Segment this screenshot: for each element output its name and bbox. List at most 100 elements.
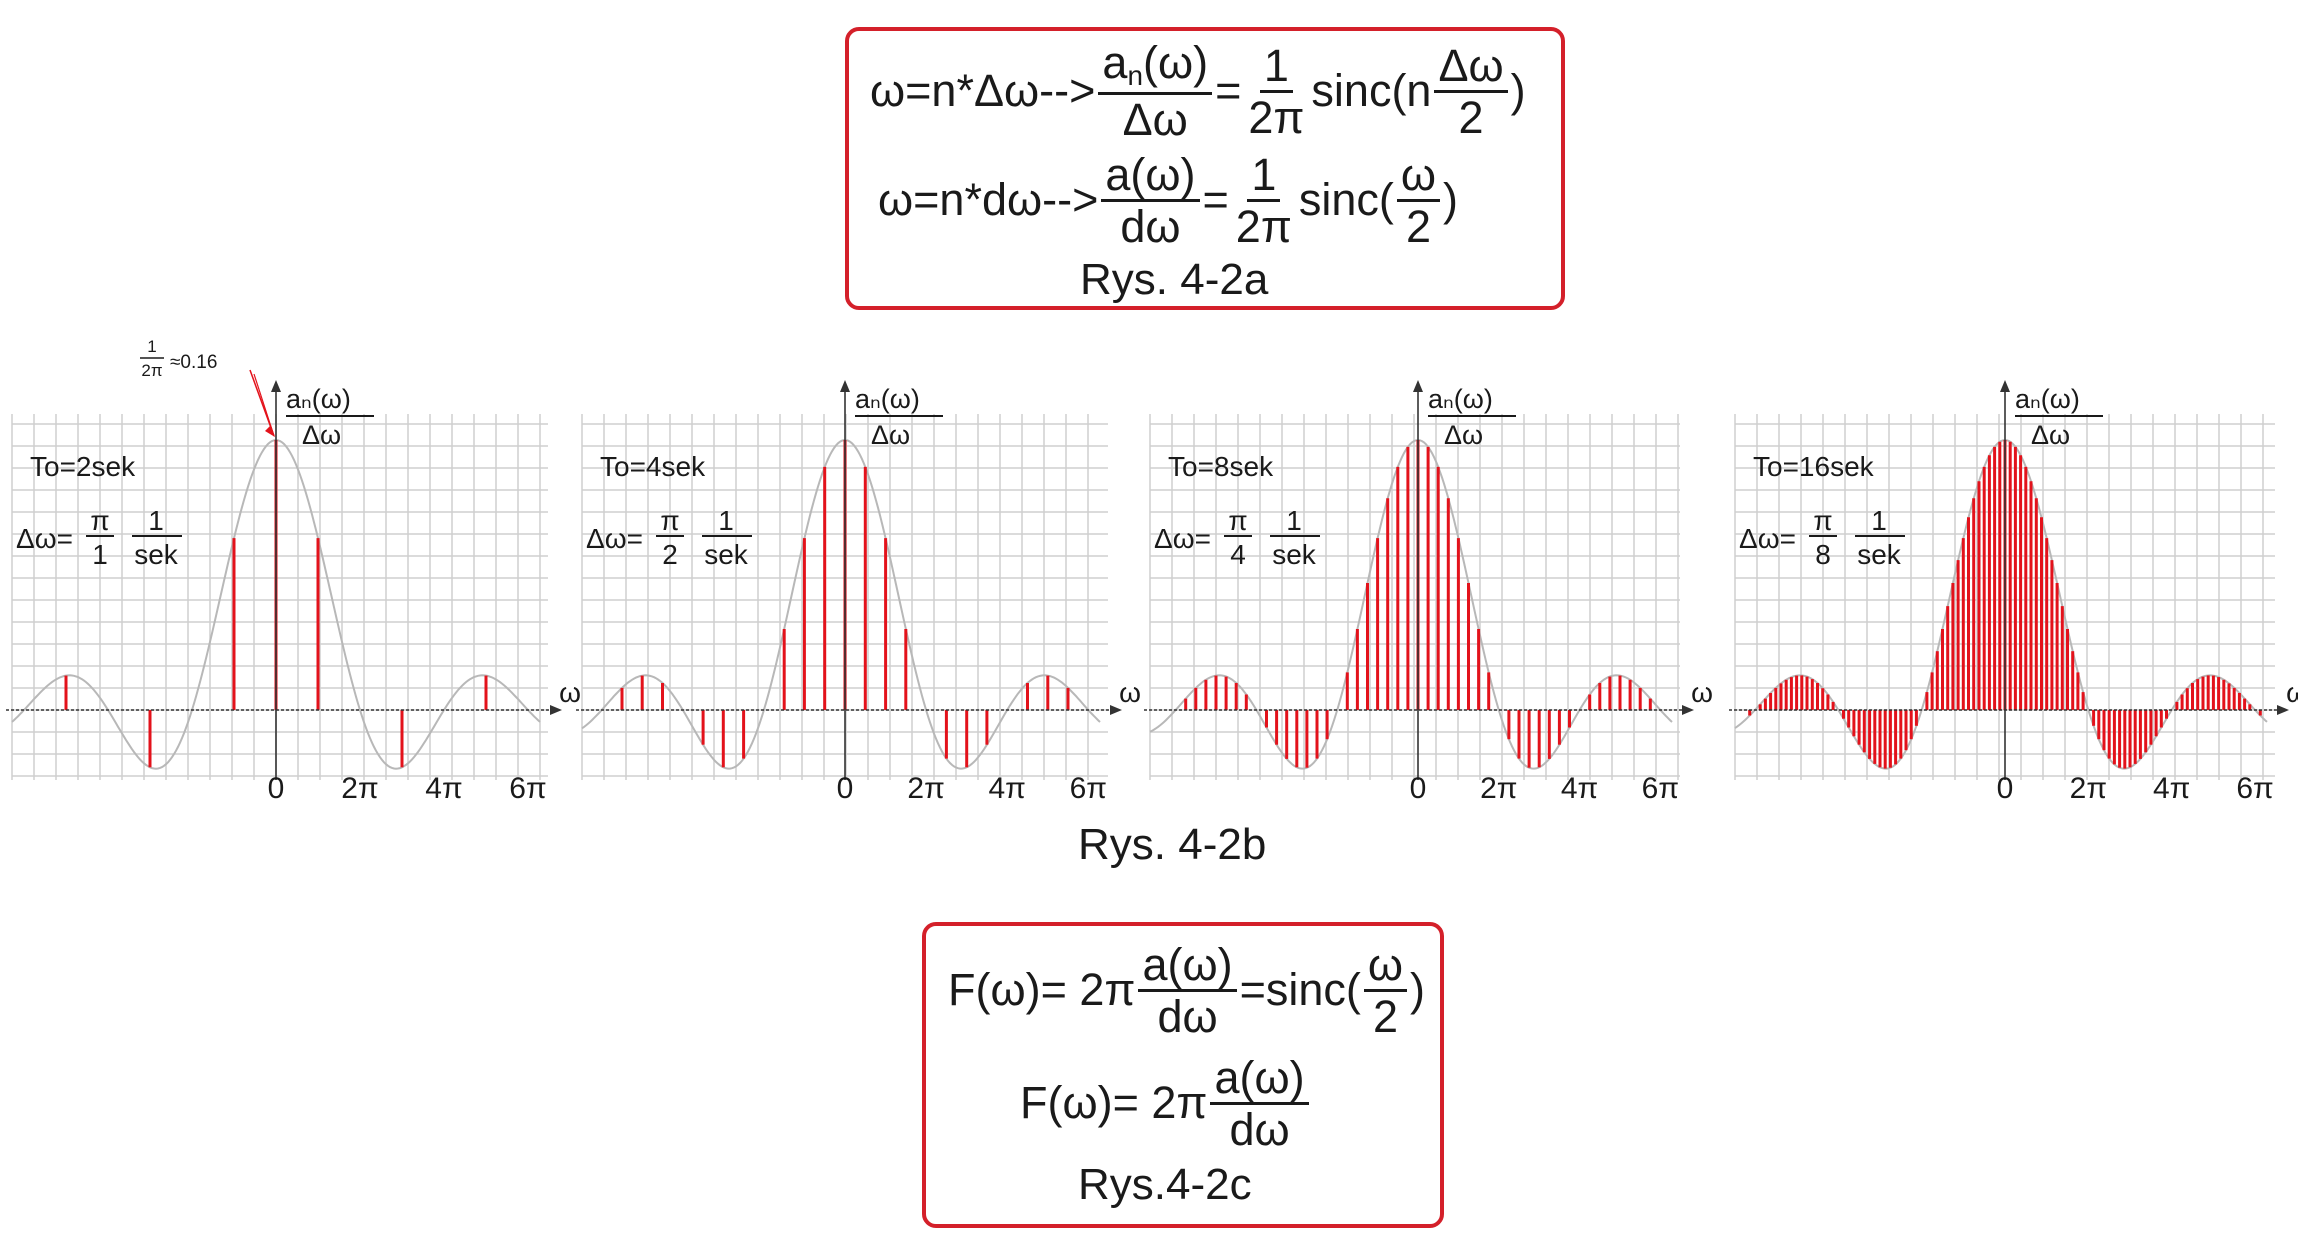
formula-top-2-coefficient: 1 2π bbox=[1235, 148, 1292, 252]
step-prefix: Δω= bbox=[1154, 523, 1211, 554]
step-numerator: π bbox=[1813, 505, 1832, 536]
step-numerator: π bbox=[1228, 505, 1247, 536]
x-tick-label-0: 0 bbox=[268, 772, 285, 805]
x-axis-arrow bbox=[550, 705, 562, 715]
formula-bottom-1-equals: =sinc( bbox=[1239, 964, 1361, 1015]
x-tick-label-1: 2π bbox=[2070, 772, 2107, 805]
formula-top-line-1: ω=n*Δω--> an(ω) Δω = 1 2π sinc(n Δω 2 ) bbox=[870, 36, 1526, 146]
x-tick-label-1: 2π bbox=[1480, 772, 1517, 805]
formula-top-2-fraction: a(ω) dω bbox=[1101, 152, 1200, 249]
formula-bottom-1-argument: ω 2 bbox=[1363, 942, 1408, 1039]
step-numerator: π bbox=[90, 505, 109, 536]
formula-top-1-coefficient: 1 2π bbox=[1248, 39, 1305, 143]
x-tick-label-3: 6π bbox=[1070, 772, 1107, 805]
x-axis-arrow bbox=[2277, 705, 2289, 715]
caption-rys-4-2c: Rys.4-2c bbox=[1078, 1160, 1252, 1209]
step-unit-denominator: sek bbox=[1272, 539, 1317, 570]
y-axis-arrow bbox=[1413, 380, 1423, 392]
formula-bottom-line-1: F(ω)= 2π a(ω) dω =sinc( ω 2 ) bbox=[948, 935, 1425, 1045]
envelope-curve bbox=[581, 439, 1101, 770]
step-unit-denominator: sek bbox=[1857, 539, 1902, 570]
step-unit-numerator: 1 bbox=[1871, 505, 1887, 536]
formula-bottom-1-close: ) bbox=[1410, 964, 1426, 1015]
formula-top-2-close: ) bbox=[1443, 174, 1459, 225]
y-axis-label-numerator: aₙ(ω) bbox=[855, 384, 920, 414]
peak-annotation-numerator: 1 bbox=[147, 340, 156, 356]
peak-annotation-arrowhead bbox=[265, 425, 275, 437]
x-tick-label-2: 4π bbox=[1561, 772, 1598, 805]
step-prefix: Δω= bbox=[1739, 523, 1796, 554]
x-tick-label-2: 4π bbox=[425, 772, 462, 805]
x-tick-label-0: 0 bbox=[1410, 772, 1427, 805]
step-unit-denominator: sek bbox=[134, 539, 179, 570]
formula-box-bottom bbox=[922, 922, 1444, 1228]
step-denominator: 2 bbox=[662, 539, 678, 570]
step-denominator: 1 bbox=[92, 539, 108, 570]
peak-annotation-text: ≈0.16 bbox=[170, 352, 217, 373]
formula-top-2-lhs: ω=n*dω--> bbox=[878, 174, 1099, 225]
x-axis-label: ω bbox=[559, 677, 581, 708]
x-tick-label-3: 6π bbox=[509, 772, 546, 805]
y-axis-label-denominator: Δω bbox=[2031, 420, 2070, 450]
x-tick-label-2: 4π bbox=[989, 772, 1026, 805]
y-axis-label-numerator: aₙ(ω) bbox=[286, 384, 351, 414]
formula-bottom-2-fraction: a(ω) dω bbox=[1210, 1055, 1309, 1152]
formula-top-2-equals: = bbox=[1202, 174, 1229, 225]
formula-top-1-denominator: Δω bbox=[1122, 93, 1188, 145]
step-unit-numerator: 1 bbox=[718, 505, 734, 536]
formula-bottom-1-fraction: a(ω) dω bbox=[1138, 942, 1237, 1039]
step-denominator: 8 bbox=[1815, 539, 1831, 570]
formula-top-1-equals: = bbox=[1215, 65, 1242, 116]
step-numerator: π bbox=[660, 505, 679, 536]
x-axis-label: ω bbox=[1691, 677, 1713, 708]
caption-rys-4-2b: Rys. 4-2b bbox=[1078, 820, 1267, 869]
y-axis-label-numerator: aₙ(ω) bbox=[2015, 384, 2080, 414]
y-axis-arrow bbox=[840, 380, 850, 392]
grid-lines bbox=[1149, 414, 1680, 780]
period-title: To=8sek bbox=[1168, 451, 1274, 482]
x-tick-label-1: 2π bbox=[341, 772, 378, 805]
formula-top-1-close: ) bbox=[1510, 65, 1526, 116]
formula-top-1-argument: Δω 2 bbox=[1434, 43, 1508, 140]
x-axis-arrow bbox=[1110, 705, 1122, 715]
period-title: To=16sek bbox=[1753, 451, 1875, 482]
step-prefix: Δω= bbox=[586, 523, 643, 554]
x-tick-label-3: 6π bbox=[2236, 772, 2273, 805]
caption-rys-4-2a: Rys. 4-2a bbox=[1080, 255, 1269, 304]
x-tick-label-0: 0 bbox=[837, 772, 854, 805]
y-axis-label-denominator: Δω bbox=[871, 420, 910, 450]
period-title: To=4sek bbox=[600, 451, 706, 482]
period-title: To=2sek bbox=[30, 451, 136, 482]
x-tick-label-0: 0 bbox=[1997, 772, 2014, 805]
formula-bottom-line-2: F(ω)= 2π a(ω) dω bbox=[1020, 1048, 1312, 1158]
x-tick-label-1: 2π bbox=[907, 772, 944, 805]
x-tick-label-2: 4π bbox=[2153, 772, 2190, 805]
step-unit-numerator: 1 bbox=[1286, 505, 1302, 536]
stems bbox=[1748, 440, 2262, 769]
step-prefix: Δω= bbox=[16, 523, 73, 554]
peak-annotation-denominator: 2π bbox=[141, 361, 162, 380]
step-unit-denominator: sek bbox=[704, 539, 749, 570]
stems bbox=[1184, 440, 1652, 768]
formula-bottom-1-lhs: F(ω)= 2π bbox=[948, 964, 1136, 1015]
formula-top-2-argument: ω 2 bbox=[1396, 152, 1441, 249]
formula-top-1-lhs: ω=n*Δω--> bbox=[870, 65, 1096, 116]
formula-top-2-function: sinc( bbox=[1298, 174, 1394, 225]
y-axis-label-numerator: aₙ(ω) bbox=[1428, 384, 1493, 414]
step-denominator: 4 bbox=[1230, 539, 1246, 570]
y-axis-arrow bbox=[2000, 380, 2010, 392]
formula-box-top bbox=[845, 27, 1565, 310]
formula-bottom-2-lhs: F(ω)= 2π bbox=[1020, 1077, 1208, 1128]
x-tick-label-3: 6π bbox=[1642, 772, 1679, 805]
formula-top-1-numerator: an(ω) bbox=[1098, 40, 1213, 95]
formula-top-1-function: sinc(n bbox=[1311, 65, 1432, 116]
formula-top-1-fraction: an(ω) Δω bbox=[1098, 40, 1213, 145]
y-axis-label-denominator: Δω bbox=[302, 420, 341, 450]
x-axis-arrow bbox=[1682, 705, 1694, 715]
